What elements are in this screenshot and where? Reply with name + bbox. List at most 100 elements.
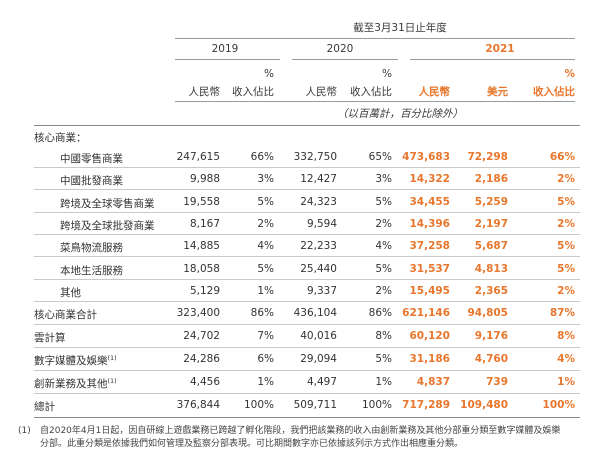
- summary-row-0-label: 核心商業合計: [34, 307, 97, 322]
- core-row-6-p2019: 1%: [257, 285, 274, 297]
- core-row-1-usd2021: 2,186: [474, 173, 508, 185]
- core-row-1-rmb2021: 14,322: [409, 173, 450, 185]
- summary-row-0-v2020: 436,104: [293, 307, 337, 319]
- core-row-4-label: 菜鳥物流服務: [60, 240, 123, 255]
- rule-2021: [410, 59, 575, 60]
- core-row-rule-2: [34, 212, 580, 213]
- core-row-4-rmb2021: 37,258: [409, 240, 450, 252]
- core-row-rule-3: [34, 234, 580, 235]
- core-row-5-usd2021: 4,813: [474, 263, 508, 275]
- total-row-rmb2021: 717,289: [402, 399, 450, 411]
- core-row-0-v2020: 332,750: [293, 151, 337, 163]
- summary-row-2-v2019: 24,286: [183, 353, 220, 365]
- core-row-6-usd2021: 2,365: [474, 285, 508, 297]
- summary-row-2-p2021: 4%: [557, 353, 575, 365]
- core-row-rule-6: [34, 301, 580, 302]
- footnote-marker: (1): [18, 426, 31, 436]
- core-row-2-v2019: 19,558: [183, 196, 220, 208]
- col-pct-2020: 收入佔比: [350, 86, 392, 98]
- pct-symbol-2021: %: [564, 68, 575, 80]
- core-row-6-p2021: 2%: [557, 285, 575, 297]
- period-rule: [175, 38, 575, 39]
- core-row-1-p2021: 2%: [557, 173, 575, 185]
- core-row-rule-0: [34, 167, 580, 168]
- total-row-p2021: 100%: [542, 399, 575, 411]
- core-row-3-rmb2021: 14,396: [409, 218, 450, 230]
- summary-row-0-p2019: 86%: [250, 307, 274, 319]
- summary-row-rule-1: [34, 347, 580, 348]
- core-row-0-rmb2021: 473,683: [402, 151, 450, 163]
- summary-row-1-rmb2021: 60,120: [409, 330, 450, 342]
- pct-symbol-2020: %: [382, 68, 392, 80]
- core-row-2-label-text: 跨境及全球零售商業: [60, 198, 155, 210]
- summary-row-2-rmb2021: 31,186: [409, 353, 450, 365]
- core-row-0-label: 中國零售商業: [60, 151, 123, 166]
- core-row-1-label: 中國批發商業: [60, 173, 123, 188]
- table-bottom-rule: [34, 417, 580, 418]
- summary-row-rule-2: [34, 370, 580, 371]
- summary-row-1-p2020: 8%: [375, 330, 392, 342]
- section-title: 核心商業：: [34, 132, 87, 144]
- summary-row-1-p2019: 7%: [257, 330, 274, 342]
- summary-row-2-label-text: 數字媒體及娛樂: [34, 355, 108, 367]
- summary-row-1-label: 雲計算: [34, 330, 66, 345]
- summary-row-rule-3: [34, 393, 580, 394]
- core-row-2-v2020: 24,323: [300, 196, 337, 208]
- col-usd-2021: 美元: [487, 86, 508, 98]
- core-row-2-p2019: 5%: [257, 196, 274, 208]
- total-row-usd2021: 109,480: [460, 399, 508, 411]
- unit-rule-top: [175, 101, 575, 102]
- core-row-5-label: 本地生活服務: [60, 263, 123, 278]
- core-row-3-p2020: 2%: [375, 218, 392, 230]
- summary-row-1-label-text: 雲計算: [34, 332, 66, 344]
- summary-row-0-label-text: 核心商業合計: [34, 309, 97, 321]
- col-pct-2019: 收入佔比: [232, 86, 274, 98]
- year-2021: 2021: [485, 43, 515, 55]
- core-row-3-p2019: 2%: [257, 218, 274, 230]
- core-row-5-v2020: 25,440: [300, 263, 337, 275]
- summary-row-2-usd2021: 4,760: [474, 353, 508, 365]
- core-row-4-p2019: 4%: [257, 240, 274, 252]
- summary-row-3-footnote-ref: (1): [107, 377, 117, 385]
- summary-row-0-p2020: 86%: [368, 307, 392, 319]
- core-row-5-label-text: 本地生活服務: [60, 265, 123, 277]
- summary-row-0-p2021: 87%: [549, 307, 575, 319]
- col-pct-2021: 收入佔比: [533, 86, 575, 98]
- summary-row-3-p2021: 1%: [557, 376, 575, 388]
- rule-2020: [292, 59, 398, 60]
- summary-row-3-p2020: 1%: [375, 376, 392, 388]
- table-top-rule: [34, 125, 580, 126]
- core-row-4-label-text: 菜鳥物流服務: [60, 242, 123, 254]
- summary-row-3-v2020: 4,497: [306, 376, 337, 388]
- summary-row-0-usd2021: 94,805: [467, 307, 508, 319]
- core-row-0-v2019: 247,615: [176, 151, 220, 163]
- core-row-2-p2020: 5%: [375, 196, 392, 208]
- summary-row-0-rmb2021: 621,146: [402, 307, 450, 319]
- core-row-2-label: 跨境及全球零售商業: [60, 196, 155, 211]
- col-rmb-2019: 人民幣: [188, 86, 221, 98]
- core-row-0-label-text: 中國零售商業: [60, 153, 123, 165]
- col-rmb-2020: 人民幣: [305, 86, 338, 98]
- core-row-2-rmb2021: 34,455: [409, 196, 450, 208]
- unit-note: （以百萬計，百分比除外）: [337, 108, 463, 120]
- core-row-5-p2021: 5%: [557, 263, 575, 275]
- summary-row-1-v2020: 40,016: [300, 330, 337, 342]
- year-2020: 2020: [326, 43, 354, 55]
- core-row-6-v2020: 9,337: [306, 285, 337, 297]
- summary-row-2-footnote-ref: (1): [107, 354, 117, 362]
- total-row-v2019: 376,844: [176, 399, 220, 411]
- total-row-v2020: 509,711: [293, 399, 337, 411]
- pct-symbol-2019: %: [264, 68, 274, 80]
- summary-row-2-v2020: 29,094: [300, 353, 337, 365]
- core-row-3-v2020: 9,594: [306, 218, 337, 230]
- core-row-5-p2020: 5%: [375, 263, 392, 275]
- summary-row-0-v2019: 323,400: [176, 307, 220, 319]
- core-row-3-p2021: 2%: [557, 218, 575, 230]
- total-row-label-text: 總計: [34, 401, 55, 413]
- core-row-3-usd2021: 2,197: [474, 218, 508, 230]
- core-row-3-label: 跨境及全球批發商業: [60, 218, 155, 233]
- core-row-4-v2019: 14,885: [183, 240, 220, 252]
- core-row-6-label-text: 其他: [60, 287, 81, 299]
- summary-row-1-p2021: 8%: [557, 330, 575, 342]
- summary-row-3-rmb2021: 4,837: [416, 376, 450, 388]
